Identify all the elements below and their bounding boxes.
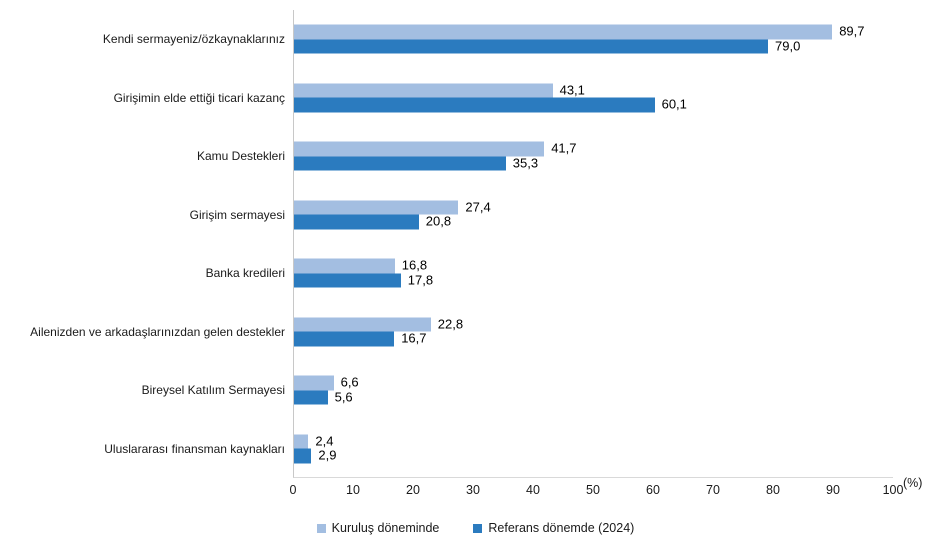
category-label: Bireysel Katılım Sermayesi [141, 383, 285, 398]
bar-group: 22,8 16,7 [294, 316, 894, 347]
category-label: Kamu Destekleri [196, 149, 285, 164]
legend-item-kurulus-doneminde: Kuruluş döneminde [316, 521, 440, 535]
bar-referans-donemde [294, 156, 506, 171]
x-axis-ticks: 0 10 20 30 40 50 60 70 80 90 100 [0, 483, 951, 499]
x-tick-label: 30 [466, 483, 480, 497]
legend: Kuruluş döneminde Referans dönemde (2024) [0, 518, 951, 538]
bar-referans-donemde [294, 39, 768, 54]
bar-kurulus-doneminde [294, 375, 334, 391]
value-label: 2,9 [318, 447, 337, 463]
bar-referans-donemde [294, 214, 419, 230]
bar-kurulus-doneminde [294, 24, 833, 40]
category-label: Uluslararası finansman kaynakları [104, 441, 285, 456]
value-label: 79,0 [775, 38, 801, 54]
x-tick-label: 50 [586, 483, 600, 497]
category-row: Ailenizden ve arkadaşlarınızdan gelen de… [0, 303, 951, 362]
bar-area: 89,7 79,0 [294, 10, 894, 69]
value-label: 16,7 [401, 330, 427, 346]
value-label: 27,4 [465, 199, 491, 215]
value-label: 20,8 [425, 213, 452, 229]
category-row: Bireysel Katılım Sermayesi 6,6 5,6 [0, 361, 951, 420]
value-label: 16,8 [401, 257, 428, 273]
bar-group: 43,1 60,1 [294, 82, 894, 113]
bar-area: 27,4 20,8 [294, 186, 894, 245]
x-tick-label: 70 [706, 483, 720, 497]
value-label: 89,7 [839, 23, 865, 39]
category-label: Girişimin elde ettiği ticari kazanç [113, 90, 285, 105]
bar-kurulus-doneminde [294, 317, 431, 332]
category-label: Girişim sermayesi [189, 207, 285, 222]
value-label: 6,6 [340, 374, 359, 390]
bar-kurulus-doneminde [294, 83, 553, 98]
x-tick-label: 20 [406, 483, 420, 497]
bar-referans-donemde [294, 97, 655, 113]
value-label: 22,8 [437, 316, 464, 332]
bar-kurulus-doneminde [294, 434, 309, 449]
legend-swatch-icon [316, 523, 326, 533]
bar-kurulus-doneminde [294, 141, 545, 157]
x-tick-label: 40 [526, 483, 540, 497]
bar-group: 41,7 35,3 [294, 140, 894, 171]
value-label: 43,1 [559, 82, 585, 98]
value-label: 41,7 [551, 140, 577, 156]
category-label: Ailenizden ve arkadaşlarınızdan gelen de… [30, 324, 285, 339]
bar-group: 16,8 17,8 [294, 257, 894, 288]
category-row: Kendi sermayeniz/özkaynaklarınız 89,7 79,0 [0, 10, 951, 69]
x-tick-label: 90 [826, 483, 840, 497]
value-label: 60,1 [661, 96, 687, 112]
x-axis-unit-label: (%) [903, 476, 923, 490]
bar-kurulus-doneminde [294, 258, 395, 274]
category-row: Girişimin elde ettiği ticari kazanç 43,1 6… [0, 69, 951, 128]
value-label: 5,6 [334, 389, 353, 405]
x-tick-label: 60 [646, 483, 660, 497]
category-label: Kendi sermayeniz/özkaynaklarınız [102, 32, 285, 47]
category-row: Banka kredileri 16,8 17,8 [0, 244, 951, 303]
bar-referans-donemde [294, 448, 312, 464]
category-row: Girişim sermayesi 27,4 20,8 [0, 186, 951, 245]
bar-area: 16,8 17,8 [294, 244, 894, 303]
value-label: 17,8 [407, 272, 434, 288]
category-label: Banka kredileri [205, 266, 285, 281]
category-row: Kamu Destekleri 41,7 35,3 [0, 127, 951, 186]
value-label: 2,4 [315, 433, 334, 449]
bar-group: 27,4 20,8 [294, 199, 894, 230]
bar-kurulus-doneminde [294, 200, 459, 215]
legend-label: Kuruluş döneminde [331, 521, 440, 535]
legend-swatch-icon [473, 523, 483, 533]
bar-referans-donemde [294, 390, 328, 405]
bar-area: 6,6 5,6 [294, 361, 894, 420]
bar-area: 22,8 16,7 [294, 303, 894, 362]
bar-group: 89,7 79,0 [294, 23, 894, 54]
legend-label: Referans dönemde (2024) [488, 521, 635, 535]
bar-area: 2,4 2,9 [294, 420, 894, 479]
category-row: Uluslararası finansman kaynakları 2,4 2,9 [0, 420, 951, 479]
x-tick-label: 100 [882, 483, 904, 497]
x-tick-label: 0 [289, 483, 297, 497]
bar-group: 2,4 2,9 [294, 433, 894, 464]
x-tick-label: 80 [766, 483, 780, 497]
bar-referans-donemde [294, 331, 395, 347]
plot-area [293, 10, 893, 478]
value-label: 35,3 [512, 155, 539, 171]
bar-area: 41,7 35,3 [294, 127, 894, 186]
bar-referans-donemde [294, 273, 401, 288]
legend-item-referans-donemde: Referans dönemde (2024) [473, 521, 634, 535]
bar-group: 6,6 5,6 [294, 374, 894, 405]
bar-area: 43,1 60,1 [294, 69, 894, 128]
x-tick-label: 10 [346, 483, 360, 497]
